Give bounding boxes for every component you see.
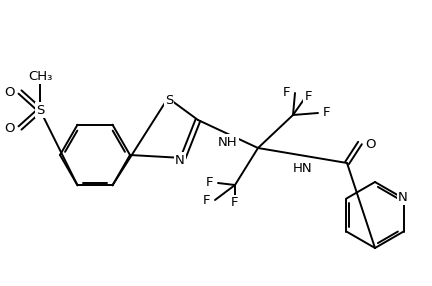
Text: N: N [175, 154, 185, 166]
Text: S: S [165, 94, 173, 106]
Text: NH: NH [218, 136, 238, 148]
Text: F: F [323, 106, 330, 120]
Text: O: O [4, 122, 15, 134]
Text: F: F [304, 90, 312, 102]
Text: N: N [398, 191, 407, 204]
Text: O: O [4, 86, 15, 98]
Text: CH₃: CH₃ [28, 69, 52, 82]
Text: F: F [203, 194, 210, 206]
Text: S: S [36, 104, 44, 116]
Text: HN: HN [293, 162, 313, 174]
Text: F: F [283, 86, 290, 100]
Text: O: O [365, 138, 375, 150]
Text: F: F [206, 176, 213, 190]
Text: F: F [231, 196, 239, 210]
